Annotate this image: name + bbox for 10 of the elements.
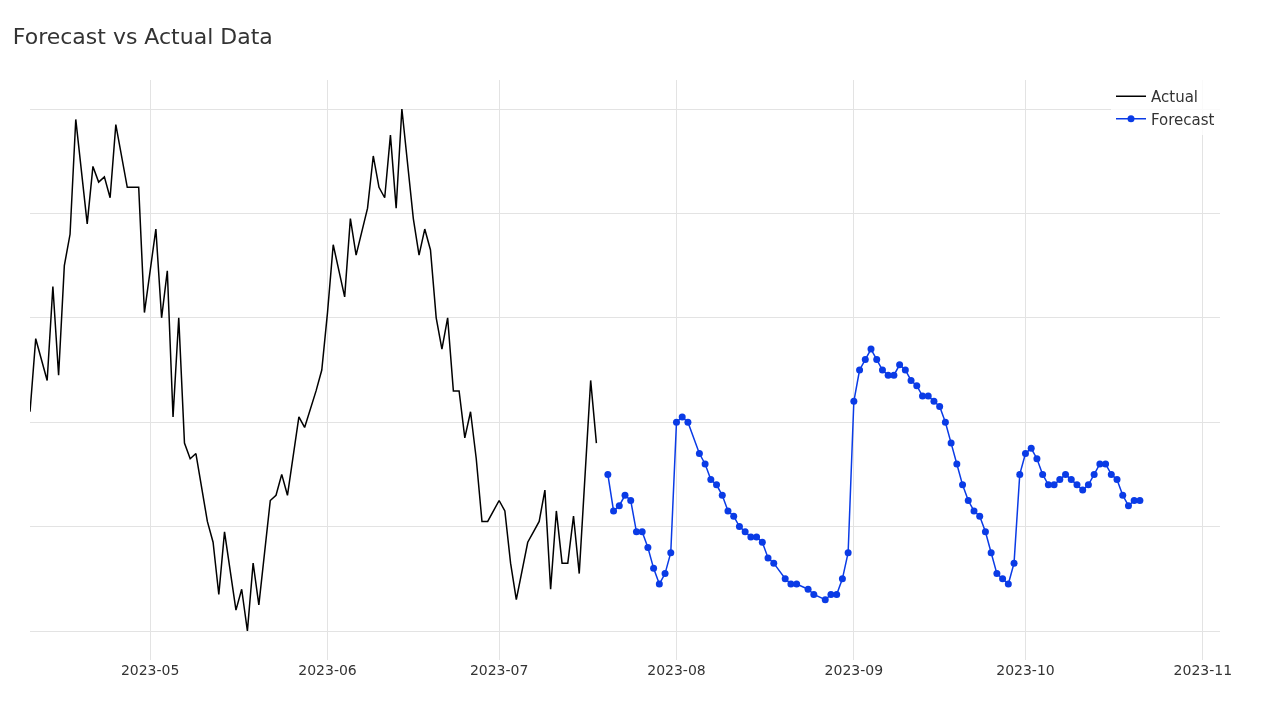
x-tick-label: 2023-09 [824,662,884,678]
legend-label: Actual [1151,88,1198,107]
x-tick-label: 2023-06 [298,662,357,678]
x-tick-label: 2023-11 [1173,662,1233,678]
x-tick-label: 2023-10 [996,662,1055,678]
x-tick-label: 2023-07 [469,662,529,678]
x-tick-label: 2023-05 [120,662,180,678]
chart-title: Forecast vs Actual Data [12,24,273,50]
legend-label: Forecast [1151,110,1215,129]
x-tick-label: 2023-08 [647,662,706,678]
